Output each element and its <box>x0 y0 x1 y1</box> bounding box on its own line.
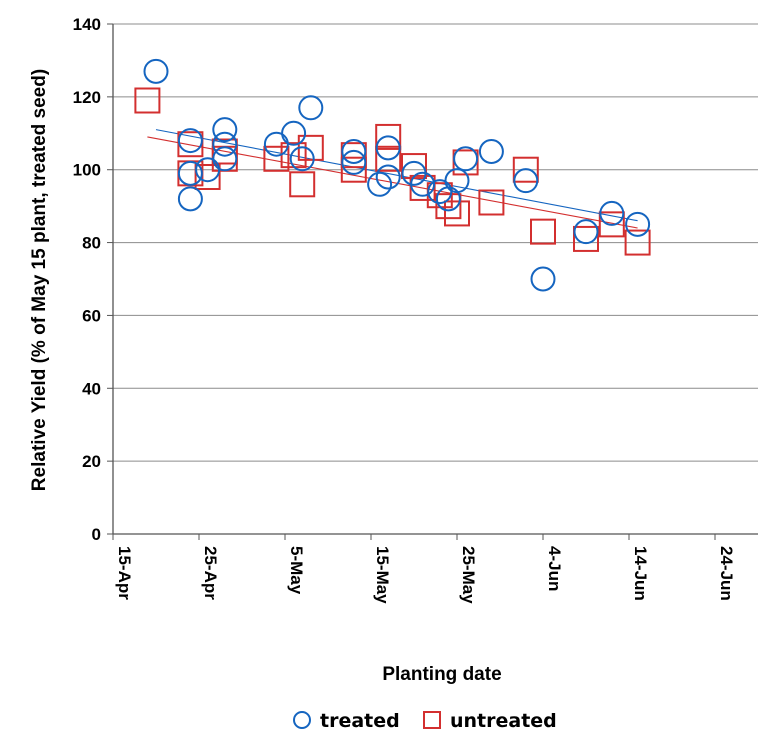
point-untreated <box>573 225 599 252</box>
point-treated <box>177 128 203 154</box>
point-treated <box>453 146 479 172</box>
point-untreated <box>435 193 462 220</box>
legend-untreated-label: untreated <box>450 710 557 732</box>
point-treated <box>289 146 315 172</box>
x-tick-label: 25-May <box>459 546 478 604</box>
point-untreated <box>340 142 367 169</box>
point-treated <box>212 131 238 157</box>
tick-labels: 0 20 40 60 80 100 120 140 15-Apr 25-Apr 5-May 15-Ma… <box>73 15 736 604</box>
point-untreated <box>512 156 539 183</box>
point-untreated <box>177 131 204 158</box>
point-treated <box>143 58 169 84</box>
point-treated <box>410 171 436 197</box>
x-tick-label: 14-Jun <box>631 546 650 601</box>
point-treated <box>530 266 556 292</box>
trendlines <box>147 129 638 229</box>
x-tick-label: 15-Apr <box>115 546 134 600</box>
point-untreated <box>530 218 556 245</box>
axes <box>107 23 758 540</box>
x-tick-label: 4-Jun <box>545 546 564 591</box>
point-treated <box>444 168 470 194</box>
point-treated <box>341 149 367 175</box>
point-treated <box>212 146 238 172</box>
point-treated <box>625 211 651 237</box>
point-treated <box>177 160 203 186</box>
point-untreated <box>194 164 221 190</box>
point-untreated <box>134 87 161 114</box>
y-axis-title: Relative Yield (% of May 15 plant, treat… <box>29 69 50 491</box>
y-tick-label: 20 <box>82 452 101 471</box>
point-untreated <box>375 123 402 150</box>
y-tick-label: 40 <box>82 379 101 398</box>
y-tick-label: 60 <box>82 306 101 325</box>
point-treated <box>177 186 203 212</box>
y-tick-label: 0 <box>92 525 101 544</box>
point-treated <box>375 135 401 161</box>
x-tick-label: 5-May <box>287 546 306 595</box>
legend-treated-marker <box>293 711 311 729</box>
point-treated <box>281 120 307 146</box>
x-axis-title: Planting date <box>382 664 501 685</box>
point-untreated <box>444 200 470 227</box>
point-treated <box>478 139 504 164</box>
trendline-treated <box>155 129 638 222</box>
point-treated <box>599 200 625 226</box>
point-untreated <box>340 156 367 183</box>
point-treated <box>375 164 401 190</box>
point-treated <box>513 168 539 194</box>
gridlines <box>113 23 758 462</box>
trendline-untreated <box>147 136 638 229</box>
point-untreated <box>409 174 436 201</box>
legend: treated untreated <box>293 710 557 732</box>
point-untreated <box>598 211 625 238</box>
data-markers <box>134 58 651 292</box>
point-treated <box>212 117 238 143</box>
y-tick-label: 140 <box>73 15 101 34</box>
y-tick-label: 100 <box>73 161 101 180</box>
legend-treated-label: treated <box>320 710 400 732</box>
point-untreated <box>624 229 651 256</box>
point-untreated <box>263 145 290 172</box>
x-tick-label: 15-May <box>373 546 392 604</box>
point-untreated <box>375 145 402 172</box>
y-tick-label: 120 <box>73 88 101 107</box>
point-treated <box>573 219 599 245</box>
point-untreated <box>289 171 316 198</box>
y-tick-label: 80 <box>82 234 101 253</box>
point-untreated <box>478 189 505 216</box>
legend-untreated-marker <box>423 711 441 729</box>
point-treated <box>341 139 367 164</box>
x-tick-label: 24-Jun <box>717 546 736 601</box>
x-tick-label: 25-Apr <box>201 546 220 600</box>
point-treated <box>367 171 393 197</box>
point-treated <box>298 95 324 121</box>
